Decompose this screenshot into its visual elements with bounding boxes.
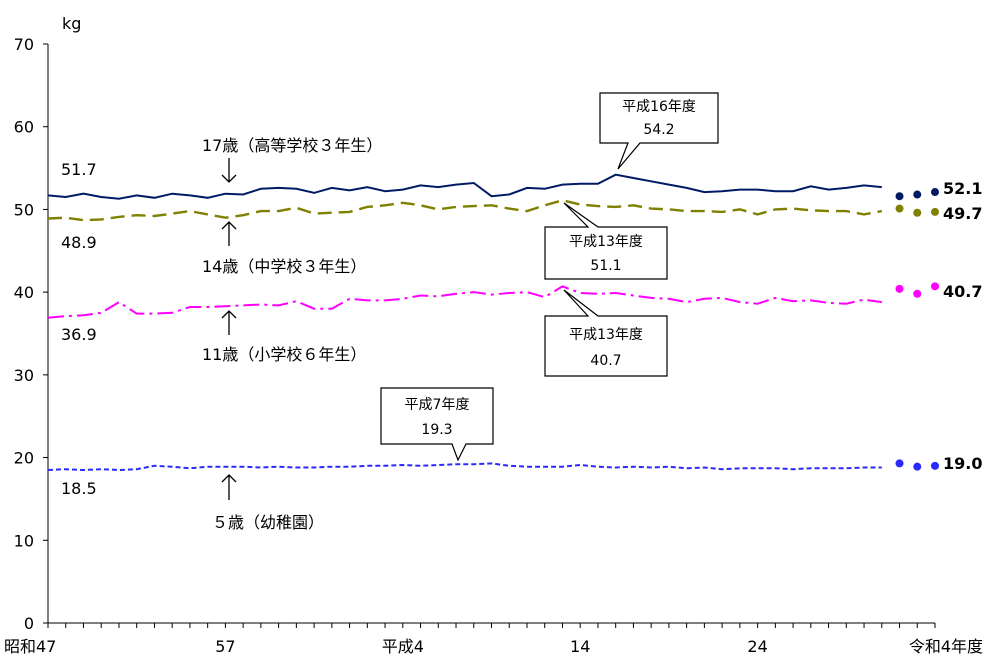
label-age-5-group: ５歳（幼稚園）	[212, 474, 324, 532]
recent-dot	[931, 188, 939, 197]
y-ticks: 0 10 20 30 40 50 60 70	[14, 35, 48, 633]
line-age-17	[47, 173, 882, 200]
callout-age-14-peak: 平成13年度 51.1	[544, 202, 668, 280]
label-age-17-group: 17歳（高等学校３年生）	[202, 136, 382, 183]
label-age-5: ５歳（幼稚園）	[212, 513, 324, 532]
x-tick-label: 14	[570, 637, 590, 656]
x-tick-label: 令和4年度	[909, 637, 983, 656]
recent-dot	[895, 459, 904, 468]
end-value-age-17: 52.1	[943, 179, 982, 198]
recent-dot	[913, 462, 922, 471]
arrow-age-17	[221, 158, 237, 183]
recent-dot	[931, 461, 939, 470]
start-value-age-5: 18.5	[61, 479, 97, 498]
label-age-11: 11歳（小学校６年生）	[202, 345, 366, 364]
recent-dot	[913, 190, 922, 199]
callout-age-5-peak: 平成7年度 19.3	[380, 387, 494, 462]
callout-box-age-17-peak	[599, 92, 719, 170]
start-value-age-17: 51.7	[61, 160, 97, 179]
x-tick-label: 昭和47	[4, 637, 56, 656]
recent-dot	[895, 192, 904, 201]
recent-dot	[895, 284, 904, 293]
callout-box-age-14-peak	[544, 202, 668, 280]
callout-year-age-5-peak: 平成7年度	[405, 397, 470, 413]
x-tick-label: 24	[747, 637, 767, 656]
end-value-age-14: 49.7	[943, 204, 982, 223]
callout-year-age-11-peak: 平成13年度	[569, 327, 643, 343]
recent-year-dots	[895, 188, 939, 471]
recent-dot	[931, 282, 939, 291]
start-value-age-11: 36.9	[61, 325, 97, 344]
arrow-age-5	[221, 474, 237, 500]
label-age-17: 17歳（高等学校３年生）	[202, 136, 382, 155]
recent-dot	[895, 204, 904, 213]
callout-value-age-17-peak: 54.2	[643, 122, 674, 138]
y-tick-label: 70	[14, 35, 34, 54]
y-tick-label: 30	[14, 366, 34, 385]
callout-age-17-peak: 平成16年度 54.2	[599, 92, 719, 170]
line-age-11	[47, 285, 882, 319]
line-age-14	[47, 199, 883, 222]
callout-year-age-14-peak: 平成13年度	[569, 234, 643, 250]
callout-box-age-11-peak	[544, 289, 668, 377]
y-tick-label: 60	[14, 118, 34, 137]
x-ticks: 昭和47 57 平成4 14 24 令和4年度	[4, 623, 983, 656]
end-value-age-11: 40.7	[943, 282, 982, 301]
recent-dot	[913, 289, 922, 298]
line-age-5	[47, 462, 882, 472]
y-axis-unit: kg	[62, 14, 81, 33]
arrow-age-11	[221, 310, 237, 335]
label-age-14-group: 14歳（中学校３年生）	[202, 221, 366, 276]
callout-value-age-11-peak: 40.7	[590, 353, 621, 369]
y-tick-label: 0	[24, 614, 34, 633]
y-tick-label: 40	[14, 283, 34, 302]
recent-dot	[931, 207, 939, 216]
callout-value-age-14-peak: 51.1	[590, 258, 621, 274]
recent-dot	[913, 208, 922, 217]
y-tick-label: 10	[14, 531, 34, 550]
y-tick-label: 50	[14, 200, 34, 219]
end-value-age-5: 19.0	[943, 454, 982, 473]
callout-value-age-5-peak: 19.3	[421, 422, 452, 438]
callout-age-11-peak: 平成13年度 40.7	[544, 289, 668, 377]
start-value-age-14: 48.9	[61, 233, 97, 252]
label-age-11-group: 11歳（小学校６年生）	[202, 310, 366, 364]
callout-box-age-5-peak	[380, 387, 494, 462]
y-tick-label: 20	[14, 449, 34, 468]
x-tick-label: 平成4	[382, 637, 424, 656]
arrow-age-14	[221, 221, 237, 246]
callout-year-age-17-peak: 平成16年度	[622, 99, 696, 115]
label-age-14: 14歳（中学校３年生）	[202, 257, 366, 276]
x-tick-label: 57	[215, 637, 235, 656]
